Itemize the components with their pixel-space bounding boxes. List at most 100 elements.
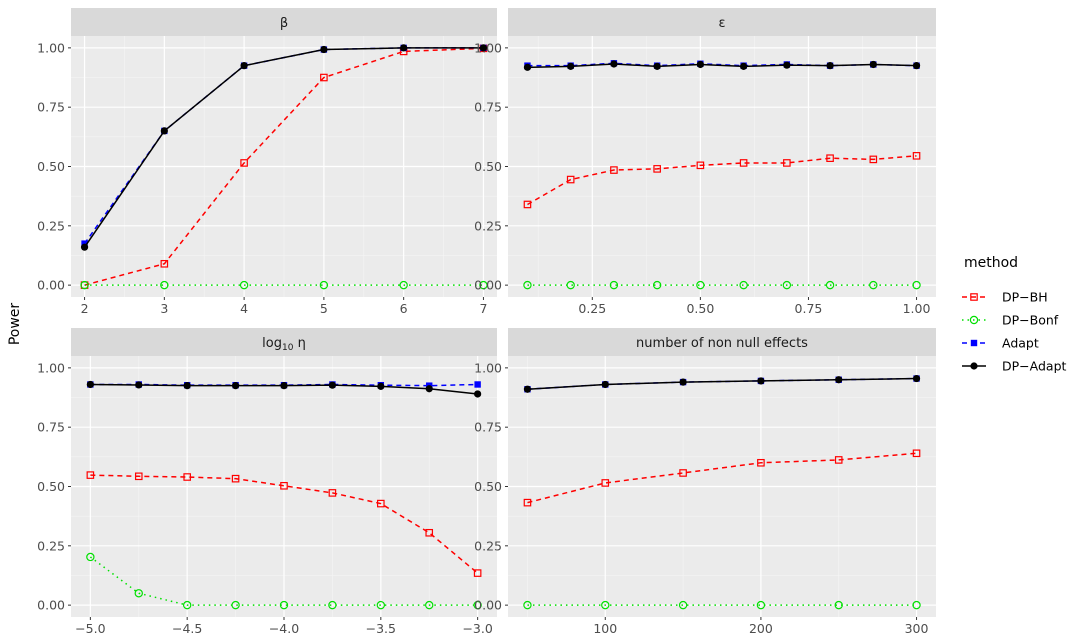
data-point bbox=[183, 473, 191, 481]
data-point bbox=[869, 155, 878, 164]
data-point bbox=[135, 381, 143, 389]
data-point bbox=[134, 472, 143, 481]
data-point bbox=[912, 152, 921, 160]
data-point bbox=[320, 73, 328, 82]
series-line bbox=[527, 63, 917, 69]
series-line bbox=[90, 474, 479, 574]
data-point bbox=[328, 489, 337, 497]
data-point bbox=[183, 382, 191, 390]
data-point bbox=[912, 374, 921, 383]
data-point bbox=[474, 390, 482, 398]
legend-key-marker bbox=[969, 315, 979, 325]
data-point bbox=[653, 165, 661, 173]
data-point bbox=[782, 280, 792, 290]
series-line bbox=[83, 47, 484, 248]
series-dpbonf bbox=[80, 280, 488, 290]
panel-3: log10 η 0.00 0.25 0.50 0.75 1.00 −5.0 −4.5 −4.0 −… bbox=[37, 328, 497, 636]
y-tick-label: 0.25 bbox=[37, 538, 65, 553]
y-tick-label: 0.75 bbox=[474, 420, 502, 435]
data-point bbox=[523, 280, 532, 290]
legend-label: Adapt bbox=[1002, 336, 1039, 351]
y-tick-label: 0.25 bbox=[474, 538, 502, 553]
data-point bbox=[835, 376, 843, 384]
data-point bbox=[376, 600, 386, 610]
data-point bbox=[653, 62, 661, 70]
y-tick-label: 0.00 bbox=[474, 598, 502, 613]
data-point bbox=[425, 385, 433, 393]
y-tick-label: 0.50 bbox=[37, 479, 65, 494]
x-tick-label: 6 bbox=[400, 301, 408, 316]
data-point bbox=[696, 60, 704, 69]
data-point bbox=[240, 62, 248, 70]
facet-strip bbox=[71, 8, 497, 36]
x-tick-label: 1.00 bbox=[903, 301, 931, 316]
data-point bbox=[280, 382, 288, 390]
data-point bbox=[86, 471, 95, 479]
data-point bbox=[783, 159, 791, 167]
series-line bbox=[84, 47, 484, 286]
data-point bbox=[678, 600, 688, 610]
y-tick-label: 1.00 bbox=[474, 40, 502, 55]
x-tick-label: 2 bbox=[81, 301, 89, 316]
data-point bbox=[757, 377, 765, 385]
legend-entry: DP−BH bbox=[962, 290, 1048, 305]
series-line bbox=[527, 452, 917, 504]
data-point bbox=[610, 60, 618, 68]
x-tick-label: −5.0 bbox=[75, 621, 105, 636]
y-tick-label: 0.75 bbox=[37, 100, 65, 115]
data-point bbox=[739, 280, 748, 290]
data-point bbox=[280, 481, 288, 490]
y-tick-label: 0.00 bbox=[37, 598, 65, 613]
data-point bbox=[231, 382, 240, 390]
data-point bbox=[826, 62, 834, 70]
data-point bbox=[826, 154, 834, 162]
data-point bbox=[679, 378, 687, 386]
y-tick-label: 0.00 bbox=[474, 278, 502, 293]
y-tick-label: 1.00 bbox=[37, 360, 65, 375]
x-tick-label: 5 bbox=[320, 301, 328, 316]
data-point bbox=[473, 600, 482, 610]
data-point bbox=[399, 280, 408, 290]
legend-entry: DP−Adapt bbox=[962, 359, 1066, 374]
data-point bbox=[80, 243, 89, 251]
data-point bbox=[239, 280, 249, 290]
data-point bbox=[783, 61, 791, 69]
data-point bbox=[160, 259, 169, 268]
data-point bbox=[479, 280, 488, 290]
series-line bbox=[527, 155, 917, 206]
data-point bbox=[696, 280, 705, 290]
data-point bbox=[912, 449, 921, 458]
data-point bbox=[377, 499, 385, 508]
facet-strip bbox=[71, 328, 497, 356]
data-point bbox=[425, 600, 434, 610]
data-point bbox=[601, 600, 610, 610]
data-point bbox=[240, 159, 248, 167]
data-point bbox=[869, 60, 877, 69]
x-tick-label: 200 bbox=[749, 621, 773, 636]
x-tick-label: −4.0 bbox=[269, 621, 299, 636]
x-tick-label: 300 bbox=[905, 621, 929, 636]
data-point bbox=[601, 380, 609, 389]
data-point bbox=[182, 600, 192, 610]
data-point bbox=[523, 385, 532, 393]
legend-key-marker bbox=[970, 339, 978, 347]
data-point bbox=[425, 528, 434, 537]
data-point bbox=[523, 498, 532, 507]
x-tick-label: 0.50 bbox=[686, 301, 714, 316]
data-point bbox=[319, 280, 329, 290]
data-point bbox=[523, 63, 532, 71]
facet-strip-label: log10 η bbox=[262, 336, 306, 353]
data-point bbox=[869, 280, 878, 290]
data-point bbox=[86, 380, 94, 389]
series-dpadapt bbox=[523, 374, 921, 393]
facet-strip-label: number of non null effects bbox=[636, 336, 808, 351]
data-point bbox=[80, 280, 89, 290]
data-point bbox=[160, 280, 169, 290]
facet-strip bbox=[508, 328, 936, 356]
data-point bbox=[86, 552, 95, 562]
series-line bbox=[527, 377, 917, 390]
data-point bbox=[160, 127, 168, 135]
legend-key-marker bbox=[970, 362, 978, 370]
series-dpbonf bbox=[86, 552, 482, 610]
